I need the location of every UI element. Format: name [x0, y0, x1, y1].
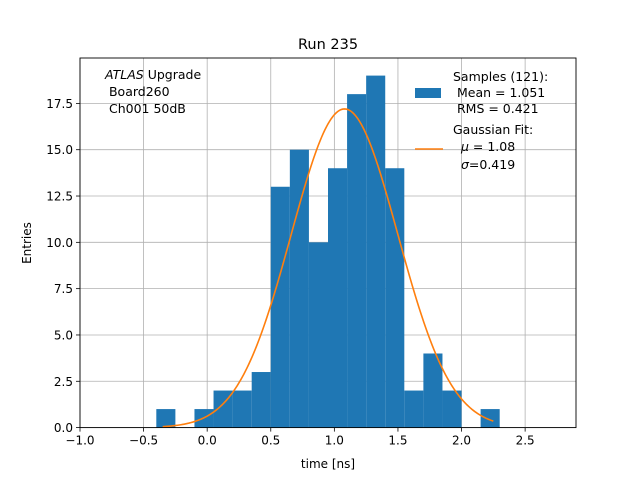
x-tick-label: 1.5	[388, 434, 407, 448]
histogram-bar	[366, 75, 386, 428]
histogram-bar	[270, 186, 290, 428]
y-tick-label: 7.5	[54, 282, 73, 296]
histogram-bar	[328, 168, 348, 428]
y-tick-label: 15.0	[46, 143, 73, 157]
legend-samples-rms: RMS = 0.421	[453, 101, 539, 116]
histogram-bar	[480, 409, 500, 428]
histogram-bar	[251, 372, 271, 428]
gaussian-fit-curve	[162, 108, 494, 428]
x-tick-label: 1.0	[325, 434, 344, 448]
y-axis-ticks: 0.0 2.5 5.0 7.5 10.0 12.5 15.0 17.5	[46, 97, 80, 435]
annotation-line-3: Ch001 50dB	[105, 101, 186, 116]
y-tick-label: 0.0	[54, 421, 73, 435]
x-tick-label: 2.0	[452, 434, 471, 448]
legend: Samples (121): Mean = 1.051 RMS = 0.421 …	[415, 69, 548, 172]
legend-mu-value: = 1.08	[469, 139, 515, 154]
x-tick-label: −1.0	[65, 434, 94, 448]
legend-samples-swatch	[415, 88, 441, 98]
legend-sigma-value: =0.419	[469, 157, 515, 172]
legend-sigma-symbol: σ	[461, 157, 470, 172]
histogram-bar	[289, 149, 309, 428]
histogram-bars	[156, 75, 500, 428]
x-tick-label: −0.5	[129, 434, 158, 448]
x-tick-label: 0.5	[261, 434, 280, 448]
histogram-bar	[442, 390, 462, 428]
annotation-line-1: ATLAS Upgrade	[104, 67, 201, 82]
histogram-bar	[423, 353, 443, 428]
legend-fit-title: Gaussian Fit:	[453, 122, 533, 137]
y-tick-label: 5.0	[54, 328, 73, 342]
x-axis-ticks: −1.0 −0.5 0.0 0.5 1.0 1.5 2.0 2.5	[65, 427, 535, 448]
x-tick-label: 2.5	[516, 434, 535, 448]
legend-samples-mean: Mean = 1.051	[453, 85, 545, 100]
y-axis-label: Entries	[20, 222, 34, 264]
histogram-bar	[404, 390, 424, 428]
histogram-bar	[385, 168, 405, 428]
y-tick-label: 12.5	[46, 190, 73, 204]
legend-mu-symbol: μ	[460, 139, 469, 154]
y-tick-label: 2.5	[54, 375, 73, 389]
annotation-line-2: Board260	[105, 84, 170, 99]
atlas-annotation: ATLAS Upgrade Board260 Ch001 50dB	[104, 67, 201, 116]
legend-fit-sigma: σ=0.419	[453, 157, 515, 172]
legend-fit-mu: μ = 1.08	[453, 139, 515, 154]
histogram-bar	[156, 409, 176, 428]
annotation-upgrade: Upgrade	[144, 67, 202, 82]
legend-samples-title: Samples (121):	[453, 69, 548, 84]
x-axis-label: time [ns]	[301, 457, 355, 471]
histogram-bar	[308, 242, 328, 428]
histogram-bar	[347, 94, 367, 428]
annotation-atlas: ATLAS	[104, 67, 144, 82]
histogram-bar	[232, 390, 252, 428]
y-tick-label: 10.0	[46, 236, 73, 250]
chart-title: Run 235	[298, 37, 358, 53]
plot-frame	[79, 57, 577, 429]
y-tick-label: 17.5	[46, 97, 73, 111]
x-tick-label: 0.0	[198, 434, 217, 448]
